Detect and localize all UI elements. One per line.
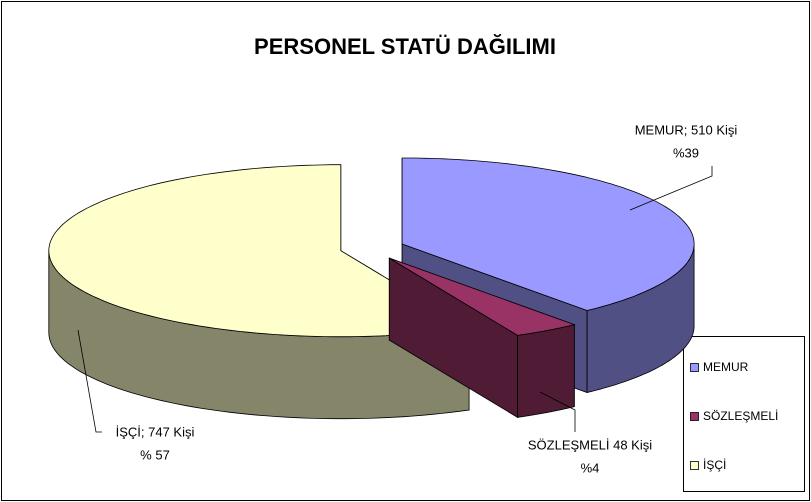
chart-title: PERSONEL STATÜ DAĞILIMI [254, 34, 556, 59]
leader-line [629, 166, 713, 211]
legend-label: İŞÇİ [703, 458, 726, 472]
legend-label: SÖZLEŞMELİ [703, 409, 778, 423]
data-label: İŞÇİ; 747 Kişi [116, 424, 195, 439]
slice-outer-wall [517, 324, 575, 418]
legend-swatch [690, 363, 699, 372]
data-label-percent: % 57 [140, 447, 170, 462]
legend-swatch [690, 461, 699, 470]
pie-slice [388, 257, 576, 419]
slice-top [389, 257, 576, 336]
legend-label: MEMUR [703, 360, 749, 374]
data-label-percent: %39 [673, 145, 699, 160]
legend-swatch [690, 412, 699, 421]
data-label: MEMUR; 510 Kişi [635, 122, 738, 137]
data-label-percent: %4 [581, 460, 600, 475]
data-label: SÖZLEŞMELİ 48 Kişi [528, 437, 652, 452]
leader-line [539, 391, 576, 432]
slice-top [48, 164, 471, 338]
slice-top [401, 157, 695, 311]
leader-line [77, 329, 102, 433]
legend-box [683, 336, 805, 492]
